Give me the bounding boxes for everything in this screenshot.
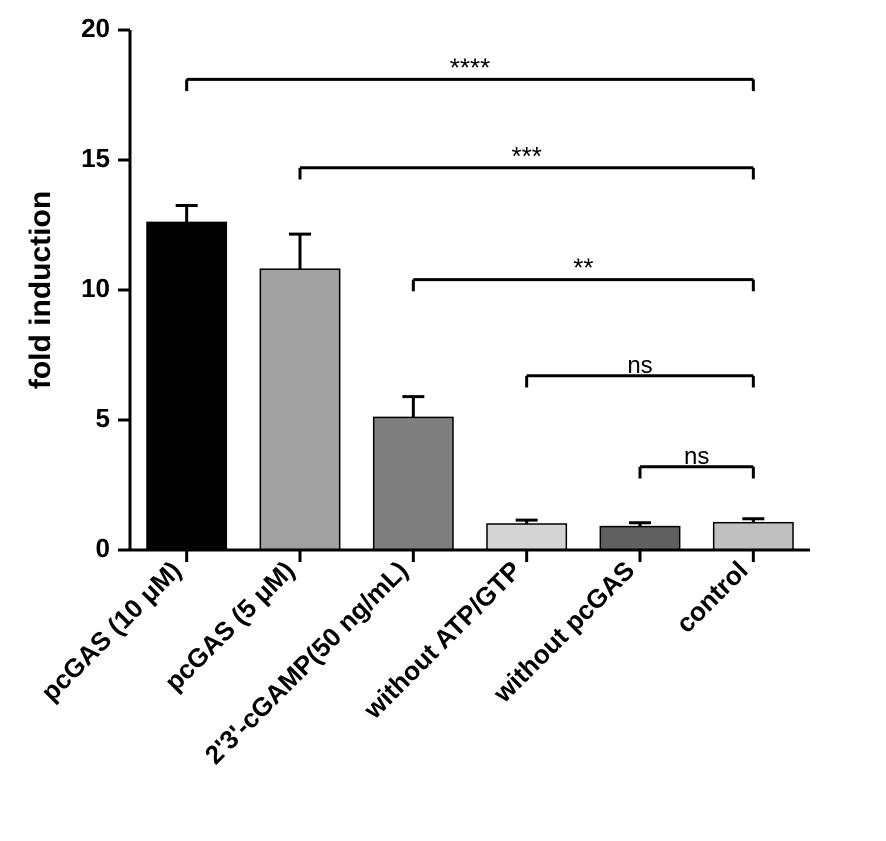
bar <box>600 527 679 550</box>
y-tick-label: 10 <box>81 273 110 303</box>
bar <box>374 417 453 550</box>
sig-label: *** <box>511 141 541 171</box>
sig-label: **** <box>450 52 490 82</box>
sig-label: ** <box>573 253 593 283</box>
y-tick-label: 15 <box>81 143 110 173</box>
y-axis-label: fold induction <box>24 191 57 389</box>
sig-label: ns <box>627 352 652 379</box>
bar <box>147 222 226 550</box>
bar <box>714 523 793 550</box>
bar <box>260 269 339 550</box>
y-tick-label: 0 <box>96 533 110 563</box>
bar <box>487 524 566 550</box>
y-tick-label: 5 <box>96 403 110 433</box>
sig-label: ns <box>684 443 709 470</box>
y-tick-label: 20 <box>81 13 110 43</box>
bar-chart: *********nsns05101520pcGAS (10 μM)pcGAS … <box>0 0 886 841</box>
